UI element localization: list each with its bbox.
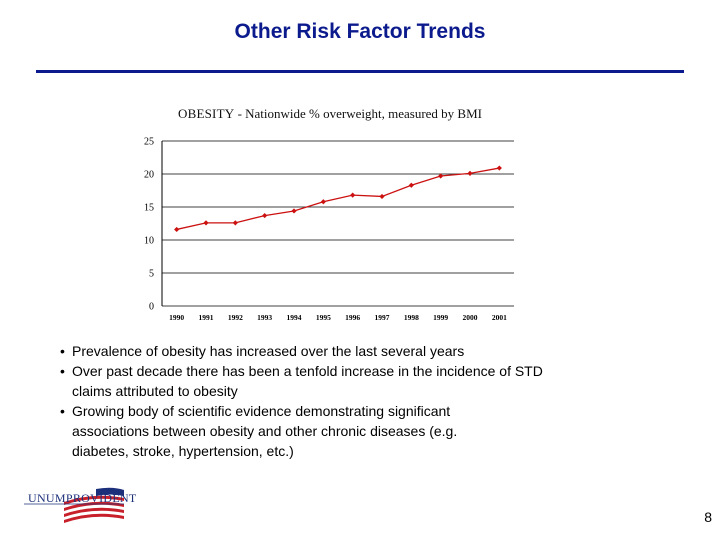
bullet-text: Growing body of scientific evidence demo…: [72, 403, 458, 459]
x-tick-label: 1993: [257, 313, 272, 322]
x-tick-label: 1991: [199, 313, 214, 322]
x-tick-label: 1992: [228, 313, 243, 322]
data-point: [291, 208, 297, 214]
data-point: [174, 226, 180, 233]
data-point: [467, 170, 473, 176]
flag-stripes-icon: [24, 487, 124, 523]
bullet-item: • Growing body of scientific evidence dem…: [60, 401, 680, 461]
bullet-list: • Prevalence of obesity has increased ove…: [60, 341, 680, 461]
company-logo: UNUMPROVIDENT: [24, 484, 137, 528]
x-tick-label: 2001: [492, 313, 507, 322]
x-tick-label: 1999: [433, 313, 448, 322]
y-tick-label: 20: [144, 170, 154, 181]
data-point: [203, 220, 209, 226]
data-point: [262, 212, 268, 219]
logo-text: UNUMPROVIDENT: [28, 491, 137, 505]
data-point: [496, 165, 502, 171]
bullet-dot: •: [60, 363, 65, 379]
bullet-text: Over past decade there has been a tenfol…: [72, 363, 543, 399]
y-tick-label: 15: [144, 203, 154, 214]
bullet-dot: •: [60, 343, 65, 359]
data-point: [379, 193, 385, 200]
x-tick-label: 1996: [345, 313, 360, 322]
data-point: [350, 192, 356, 198]
y-tick-label: 10: [144, 236, 154, 247]
data-point: [320, 199, 326, 205]
x-tick-label: 1994: [287, 313, 302, 322]
page-number: 8: [704, 509, 712, 525]
series-line: [176, 167, 500, 231]
bullet-dot: •: [60, 403, 65, 419]
chart-title-bold: OBESITY: [178, 106, 235, 121]
y-tick-label: 25: [144, 137, 154, 148]
slide-title: Other Risk Factor Trends: [234, 20, 486, 43]
x-tick-label: 2000: [463, 313, 478, 322]
bullet-text: Prevalence of obesity has increased over…: [72, 343, 465, 359]
y-tick-label: 5: [149, 269, 154, 280]
y-tick-label: 0: [149, 302, 154, 313]
x-tick-label: 1990: [169, 313, 184, 322]
chart-title-rest: - Nationwide % overweight, measured by B…: [234, 106, 482, 121]
bullet-item: • Prevalence of obesity has increased ove…: [60, 341, 680, 361]
data-point: [408, 182, 414, 188]
x-tick-label: 1997: [375, 313, 390, 322]
x-tick-label: 1995: [316, 313, 331, 322]
x-tick-label: 1998: [404, 313, 419, 322]
title-divider: [36, 70, 684, 73]
bullet-item: • Over past decade there has been a tenfo…: [60, 361, 680, 401]
chart-title: OBESITY - Nationwide % overweight, measu…: [0, 106, 660, 122]
data-point: [232, 220, 238, 226]
data-point: [438, 173, 444, 179]
